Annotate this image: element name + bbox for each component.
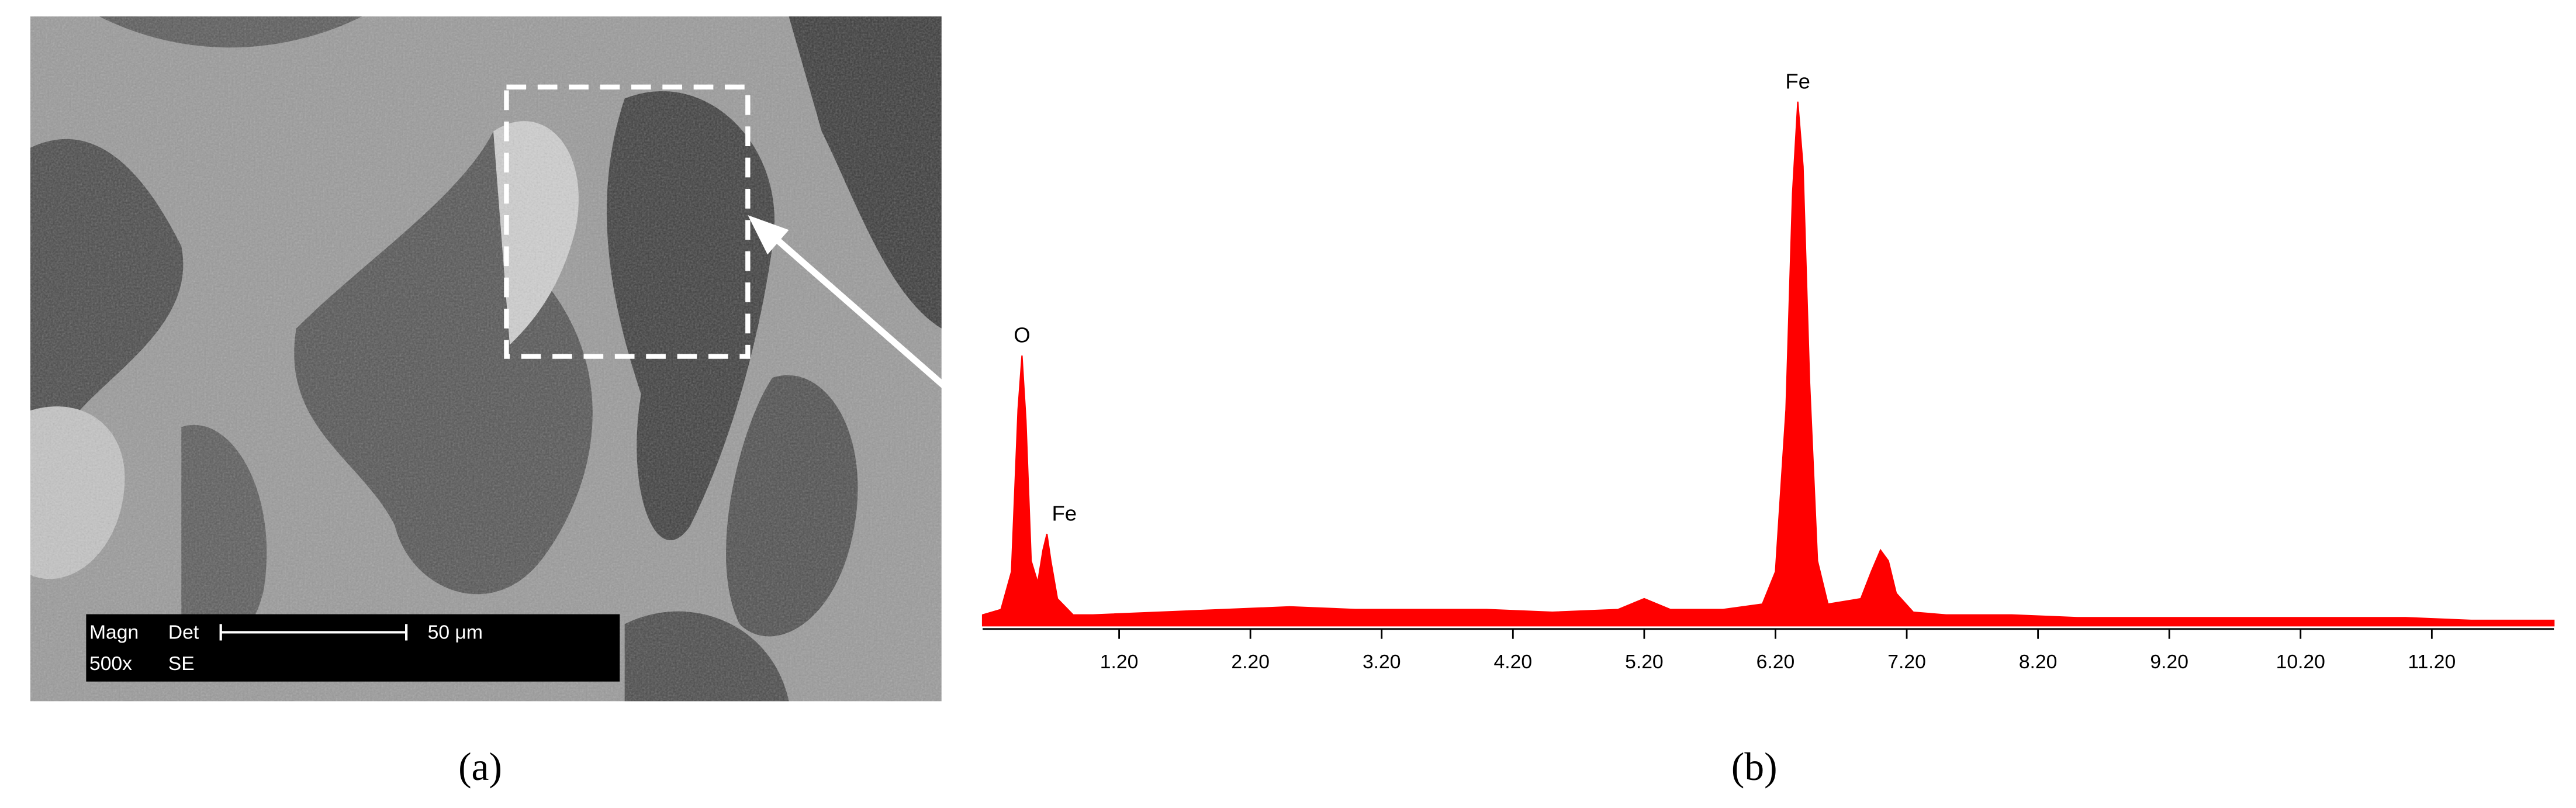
peak-label: O	[1014, 323, 1030, 347]
info-text: Magn	[89, 621, 139, 644]
panel-label: (a)	[458, 745, 502, 789]
x-tick-label: 4.20	[1494, 651, 1533, 673]
x-tick-label: 7.20	[1887, 651, 1926, 673]
arrow-head	[748, 215, 789, 255]
info-bar	[86, 614, 620, 682]
arrow-shaft	[763, 227, 952, 393]
x-tick-label: 2.20	[1231, 651, 1270, 673]
scale-bar	[219, 624, 408, 641]
x-tick-label: 1.20	[1100, 651, 1139, 673]
info-text: SE	[168, 652, 195, 675]
x-tick-label: 3.20	[1363, 651, 1401, 673]
info-text: Det	[168, 621, 199, 644]
peak-label: Fe	[1052, 502, 1077, 526]
peak-label: Fe	[1785, 69, 1810, 93]
x-tick-label: 10.20	[2276, 651, 2325, 673]
x-tick-label: 8.20	[2019, 651, 2058, 673]
sem-image	[30, 16, 942, 702]
x-tick-label: 9.20	[2150, 651, 2188, 673]
panel-label: (b)	[1731, 745, 1778, 789]
x-tick-label: 6.20	[1756, 651, 1795, 673]
scale-text: 50 μm	[428, 621, 483, 644]
x-tick-label: 11.20	[2408, 651, 2456, 673]
spectrum	[981, 101, 2555, 627]
x-tick-label: 5.20	[1625, 651, 1664, 673]
zoom-box	[504, 84, 751, 359]
info-text: 500x	[89, 652, 132, 675]
